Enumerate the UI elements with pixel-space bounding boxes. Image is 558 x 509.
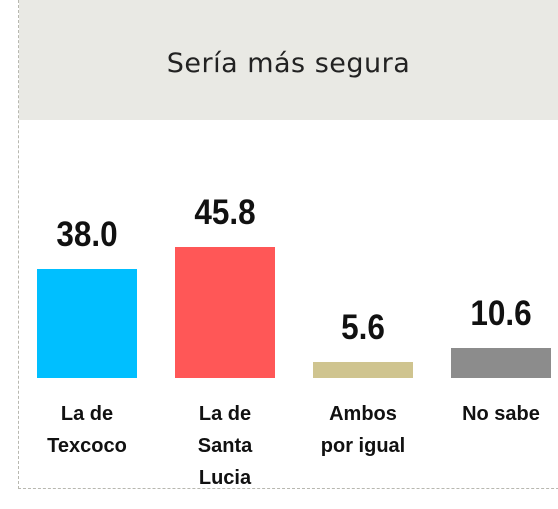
header-band <box>19 0 558 120</box>
x-tick-label: La de Santa Lucia <box>197 403 253 489</box>
frame-border <box>18 0 558 489</box>
bar <box>175 247 275 378</box>
x-tick-label: Ambos por igual <box>320 403 406 457</box>
chart-title: Sería más segura <box>166 48 411 79</box>
bar <box>451 347 551 378</box>
data-label: 45.8 <box>194 193 256 232</box>
bar <box>37 269 137 378</box>
x-tick-label: No sabe <box>462 403 540 425</box>
bar <box>313 361 413 378</box>
data-label: 5.6 <box>341 307 385 347</box>
x-tick-label: La de Texcoco <box>47 403 127 457</box>
data-label: 38.0 <box>56 215 118 255</box>
data-label: 10.6 <box>470 293 532 333</box>
